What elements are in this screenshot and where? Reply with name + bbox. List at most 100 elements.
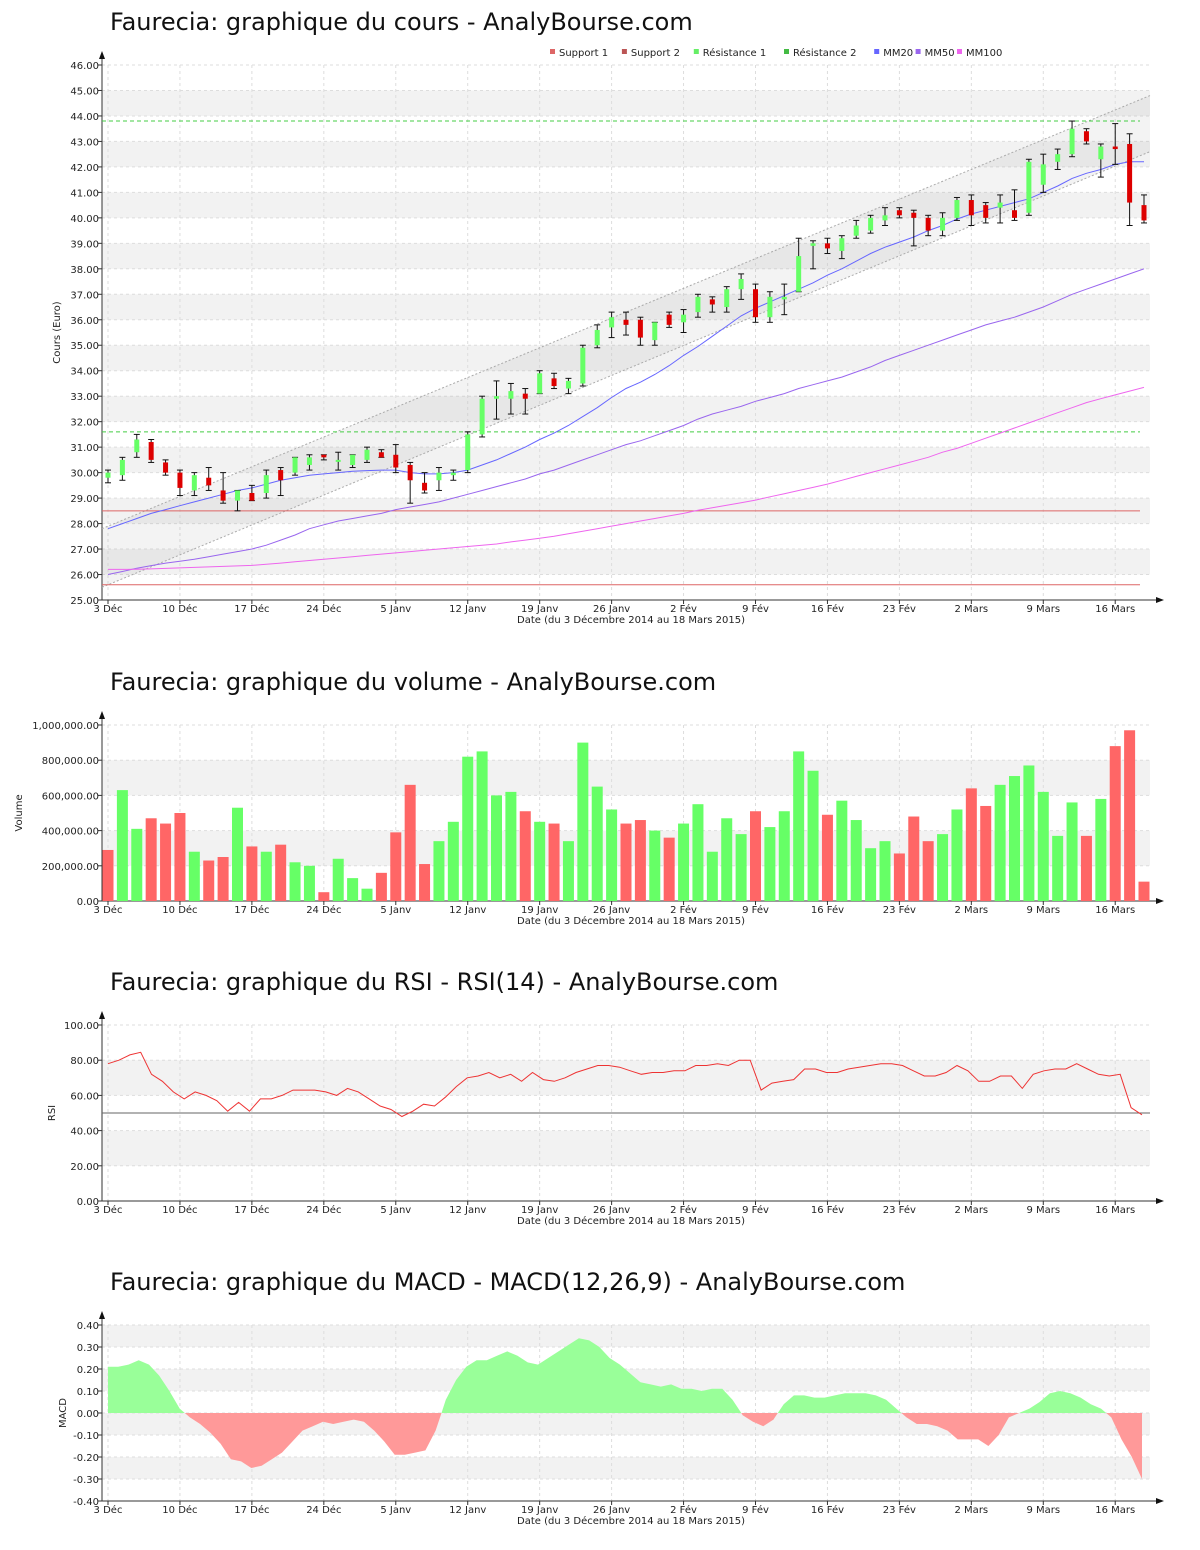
x-tick-label: 24 Déc: [306, 1204, 341, 1216]
volume-bar: [390, 832, 402, 901]
candle-body: [1040, 164, 1046, 185]
y-tick-label: 45.00: [70, 86, 99, 97]
candlestick: [766, 291, 773, 323]
candlestick: [464, 431, 471, 474]
macd-positive-area: [441, 1338, 742, 1413]
volume-bar: [591, 786, 603, 901]
y-axis-arrow: [99, 711, 105, 719]
y-axis-arrow: [99, 1311, 105, 1319]
x-tick-label: 9 Fév: [742, 904, 769, 916]
candle-body: [292, 457, 298, 473]
x-tick-label: 12 Janv: [449, 604, 486, 615]
y-tick-label: 25.00: [70, 596, 99, 607]
volume-bar: [217, 857, 229, 901]
macd-positive-area: [777, 1393, 902, 1413]
x-tick-label: 5 Janv: [380, 1205, 411, 1216]
x-tick-label: 2 Mars: [955, 604, 989, 615]
x-tick-label: 3 Déc: [94, 904, 123, 916]
x-axis-label: Date (du 3 Décembre 2014 au 18 Mars 2015…: [517, 1215, 745, 1227]
y-axis-arrow: [99, 51, 105, 59]
volume-bar: [303, 865, 315, 901]
candlestick: [378, 449, 385, 458]
y-tick-label: 29.00: [70, 494, 99, 505]
candle-body: [609, 317, 615, 328]
x-tick-label: 17 Déc: [234, 1204, 269, 1216]
candlestick: [335, 451, 342, 471]
candlestick: [637, 316, 644, 346]
background-band: [102, 243, 1150, 269]
x-tick-label: 26 Janv: [593, 604, 630, 615]
x-tick-label: 12 Janv: [449, 905, 486, 916]
x-axis-label: Date (du 3 Décembre 2014 au 18 Mars 2015…: [517, 1515, 745, 1527]
macd-negative-area: [901, 1413, 1020, 1446]
volume-bar: [879, 841, 891, 901]
candle-body: [551, 378, 557, 386]
candle-body: [1112, 146, 1118, 150]
volume-bar: [347, 878, 359, 901]
candlestick: [407, 461, 414, 504]
y-tick-label: 35.00: [70, 341, 99, 352]
volume-bar: [836, 800, 848, 901]
y-tick-label: 40.00: [70, 214, 99, 225]
candle-body: [824, 243, 830, 249]
y-tick-label: 38.00: [70, 265, 99, 276]
legend-label: MM50: [925, 48, 955, 59]
candle-body: [868, 217, 874, 231]
rsi-chart-canvas: 0.00 20.00 40.00 60.00 80.00 100.00 3 Déc 10 Dé…: [47, 1011, 1164, 1227]
candlestick: [263, 469, 270, 499]
volume-bar: [275, 844, 287, 901]
y-tick-label: 34.00: [70, 367, 99, 378]
volume-chart-title: Faurecia: graphique du volume - AnalyBou…: [110, 668, 717, 696]
volume-bar: [476, 751, 488, 901]
volume-bar: [519, 811, 531, 901]
candle-body: [206, 477, 212, 486]
trend-channel-lower: [101, 151, 1151, 588]
candle-body: [565, 380, 571, 389]
volume-bar: [145, 818, 157, 901]
candle-body: [796, 256, 802, 292]
x-tick-label: 19 Janv: [521, 905, 558, 916]
candle-body: [968, 200, 974, 216]
volume-bar: [850, 820, 862, 901]
trend-channel-upper: [101, 95, 1151, 530]
volume-bar: [332, 858, 344, 901]
background-band: [102, 1060, 1150, 1096]
background-band: [102, 1325, 1150, 1347]
x-tick-label: 19 Janv: [521, 1205, 558, 1216]
candlestick: [623, 311, 629, 336]
volume-bar: [937, 834, 949, 901]
candlestick: [522, 388, 529, 415]
x-tick-label: 23 Fév: [883, 1204, 916, 1216]
candle-body: [724, 289, 730, 308]
candlestick: [306, 454, 313, 471]
candle-body: [1026, 161, 1032, 213]
candlestick: [536, 370, 543, 395]
x-tick-label: 19 Janv: [521, 1505, 558, 1516]
candlestick: [925, 214, 932, 237]
y-tick-label: -0.10: [73, 1431, 99, 1442]
candlestick: [1054, 148, 1061, 170]
candle-body: [1141, 205, 1147, 221]
candlestick: [292, 456, 299, 476]
candle-body: [350, 454, 356, 465]
volume-bar: [318, 892, 330, 901]
candlestick: [953, 196, 960, 221]
x-tick-label: 2 Mars: [955, 905, 989, 916]
volume-bar: [1095, 798, 1107, 901]
candle-body: [767, 296, 773, 318]
y-tick-label: 0.40: [77, 1321, 99, 1332]
macd-positive-area: [108, 1360, 185, 1413]
candlestick: [1097, 143, 1104, 178]
volume-bar: [922, 841, 934, 901]
background-band: [102, 396, 1150, 422]
candle-body: [666, 314, 672, 325]
candle-body: [148, 442, 154, 460]
y-tick-label: 44.00: [70, 112, 99, 123]
y-tick-label: 0.00: [77, 897, 99, 908]
volume-bar: [1138, 881, 1150, 901]
candle-body: [839, 238, 845, 251]
volume-bar: [678, 823, 690, 901]
background-band: [102, 549, 1150, 575]
candlestick: [579, 344, 586, 387]
y-tick-label: 39.00: [70, 239, 99, 250]
